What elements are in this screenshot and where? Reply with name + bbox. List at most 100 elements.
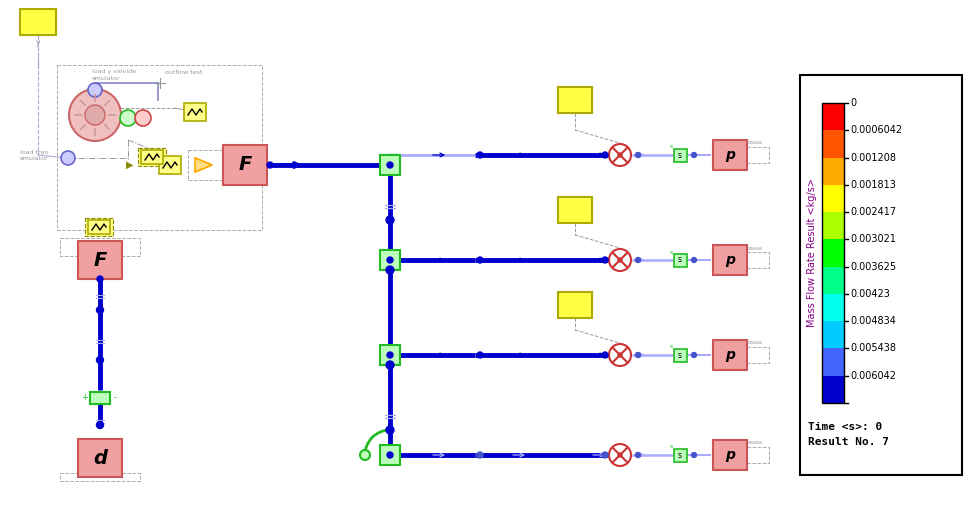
FancyBboxPatch shape (674, 449, 686, 461)
FancyBboxPatch shape (822, 103, 844, 130)
Circle shape (386, 266, 394, 274)
Circle shape (96, 357, 103, 364)
Text: ▶: ▶ (126, 160, 134, 170)
Circle shape (85, 105, 105, 125)
Circle shape (477, 152, 483, 158)
Text: p: p (725, 253, 735, 267)
Text: y: y (573, 105, 577, 111)
Circle shape (96, 422, 103, 429)
Circle shape (602, 152, 608, 158)
FancyBboxPatch shape (380, 445, 400, 465)
FancyBboxPatch shape (674, 348, 686, 362)
FancyBboxPatch shape (78, 241, 122, 279)
Text: 0.00423: 0.00423 (850, 289, 890, 299)
Text: aaaaa: aaaaa (748, 245, 763, 250)
Text: 0.003021: 0.003021 (850, 234, 896, 244)
Circle shape (609, 444, 631, 466)
Text: 0.004834: 0.004834 (850, 316, 896, 326)
Text: 0: 0 (850, 98, 856, 108)
Text: s: s (678, 451, 682, 460)
Circle shape (477, 452, 483, 458)
Text: p: p (725, 448, 735, 462)
Text: F: F (93, 250, 107, 270)
FancyBboxPatch shape (184, 103, 206, 121)
Circle shape (387, 162, 393, 168)
Circle shape (386, 216, 394, 224)
Circle shape (636, 453, 641, 458)
FancyBboxPatch shape (800, 75, 962, 475)
FancyBboxPatch shape (141, 150, 163, 164)
FancyBboxPatch shape (88, 220, 110, 234)
Circle shape (386, 361, 394, 369)
Text: load tren: load tren (20, 149, 49, 154)
Text: s: s (678, 256, 682, 265)
FancyBboxPatch shape (558, 292, 592, 318)
Circle shape (609, 249, 631, 271)
FancyBboxPatch shape (20, 9, 56, 35)
Text: y: y (573, 310, 577, 316)
Text: p: p (725, 148, 735, 162)
Text: s: s (678, 351, 682, 360)
Text: y: y (573, 215, 577, 221)
Circle shape (602, 452, 608, 458)
Text: outflow test: outflow test (165, 70, 202, 75)
Text: s: s (678, 150, 682, 160)
Text: emulator: emulator (92, 76, 121, 80)
Text: 0.006042: 0.006042 (850, 371, 896, 380)
Circle shape (618, 153, 622, 157)
FancyBboxPatch shape (85, 218, 113, 236)
Text: s: s (670, 344, 673, 350)
FancyBboxPatch shape (674, 253, 686, 267)
Text: +: + (82, 394, 88, 402)
Circle shape (618, 258, 622, 262)
Circle shape (477, 257, 483, 263)
FancyBboxPatch shape (380, 345, 400, 365)
FancyBboxPatch shape (380, 250, 400, 270)
FancyBboxPatch shape (138, 148, 166, 166)
FancyBboxPatch shape (558, 87, 592, 113)
Text: s: s (670, 444, 673, 450)
Circle shape (360, 450, 370, 460)
Circle shape (602, 257, 608, 263)
Circle shape (691, 258, 697, 263)
Text: d: d (93, 449, 107, 467)
FancyBboxPatch shape (822, 294, 844, 321)
Circle shape (97, 276, 103, 282)
FancyBboxPatch shape (822, 321, 844, 348)
FancyBboxPatch shape (822, 348, 844, 376)
Text: Result No. 7: Result No. 7 (808, 437, 889, 447)
Circle shape (691, 453, 697, 458)
Text: 0.002417: 0.002417 (850, 207, 896, 217)
Circle shape (267, 162, 273, 168)
FancyBboxPatch shape (713, 245, 747, 275)
Circle shape (387, 452, 393, 458)
Circle shape (618, 453, 622, 457)
Circle shape (96, 306, 103, 313)
Text: emulator: emulator (20, 155, 49, 161)
Text: p: p (725, 348, 735, 362)
Text: 0.0006042: 0.0006042 (850, 125, 902, 135)
Text: aaaaa: aaaaa (748, 141, 763, 145)
Text: 0.005438: 0.005438 (850, 343, 896, 354)
Circle shape (88, 83, 102, 97)
FancyBboxPatch shape (822, 185, 844, 212)
Circle shape (636, 152, 641, 157)
Text: F: F (238, 155, 252, 175)
Circle shape (602, 352, 608, 358)
Text: aaaaa: aaaaa (748, 340, 763, 345)
Text: Mass Flow Rate Result <kg/s>: Mass Flow Rate Result <kg/s> (807, 179, 817, 328)
FancyBboxPatch shape (822, 239, 844, 267)
Circle shape (61, 151, 75, 165)
Circle shape (387, 257, 393, 263)
FancyBboxPatch shape (713, 440, 747, 470)
Circle shape (691, 353, 697, 358)
Circle shape (120, 110, 136, 126)
FancyBboxPatch shape (159, 156, 181, 174)
FancyBboxPatch shape (223, 145, 267, 185)
FancyBboxPatch shape (558, 197, 592, 223)
Circle shape (387, 352, 393, 358)
Circle shape (386, 426, 394, 434)
FancyBboxPatch shape (90, 392, 110, 404)
Text: s: s (670, 144, 673, 149)
FancyBboxPatch shape (822, 130, 844, 157)
